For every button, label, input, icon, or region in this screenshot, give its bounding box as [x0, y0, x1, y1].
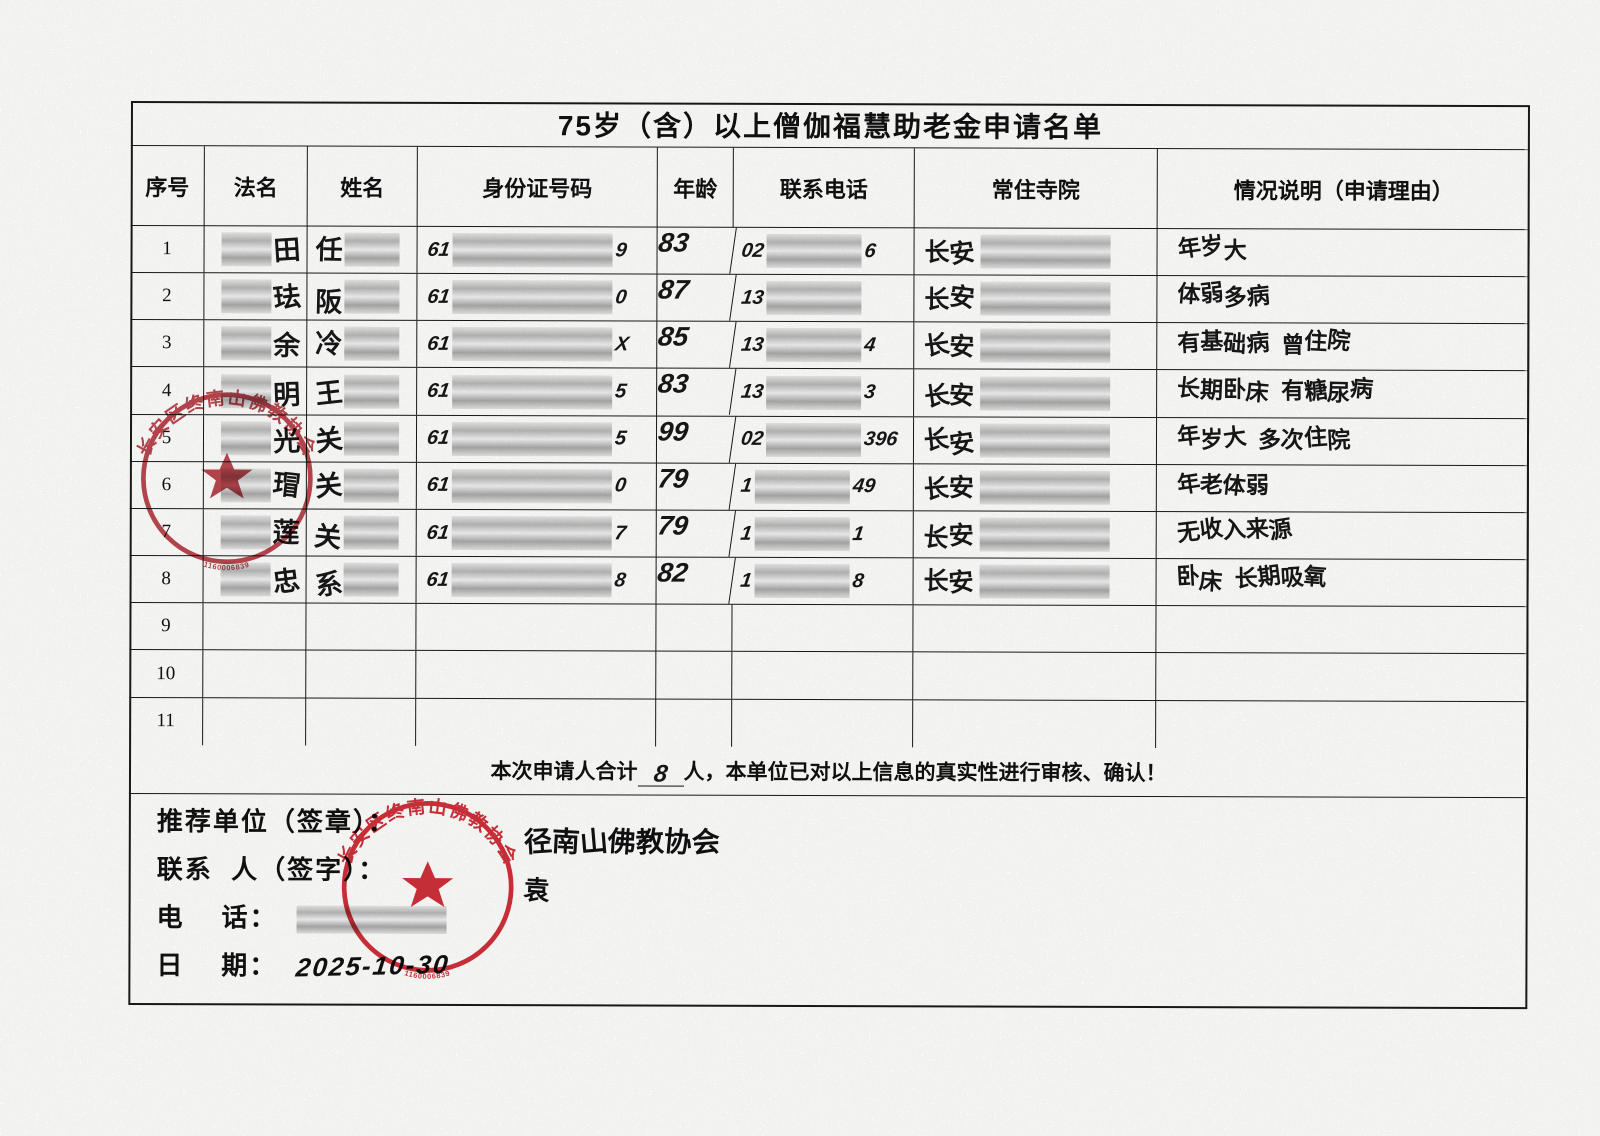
svg-text:长安区终南山佛教协会: 长安区终南山佛教协会 [335, 795, 522, 868]
svg-text:长安区终南山佛教协会: 长安区终南山佛教协会 [134, 386, 321, 459]
